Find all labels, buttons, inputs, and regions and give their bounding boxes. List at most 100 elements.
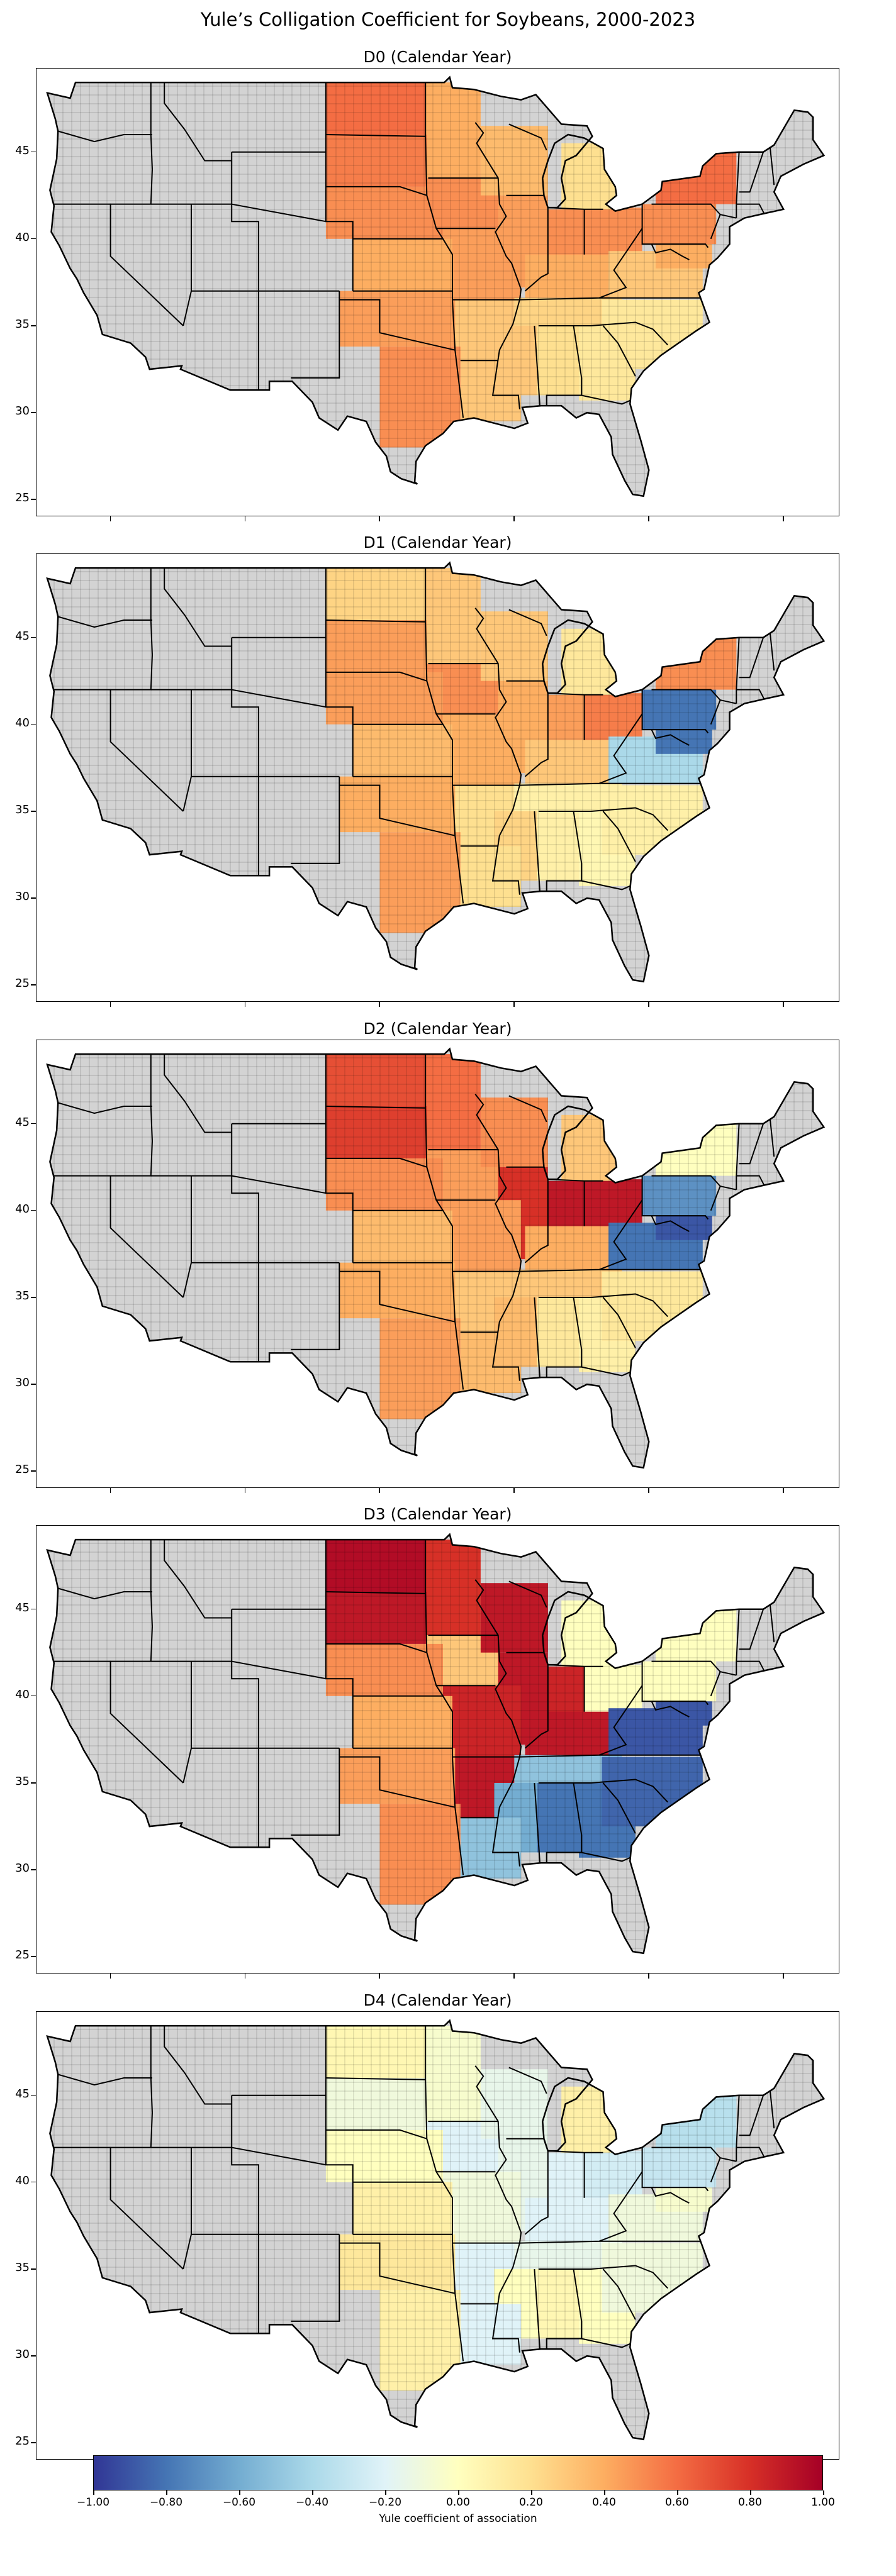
y-tick-mark xyxy=(31,1956,36,1957)
panel-title: D2 (Calendar Year) xyxy=(363,1019,512,1038)
y-tick-label: 30 xyxy=(15,404,30,418)
region-new-york xyxy=(656,2095,737,2148)
region-maryland xyxy=(656,1216,712,1240)
state-boundary xyxy=(508,1580,547,1608)
state-boundary xyxy=(164,2026,232,2105)
y-tick-mark xyxy=(31,325,36,326)
y-tick-mark xyxy=(31,636,36,638)
state-boundary xyxy=(325,1157,427,1168)
x-tick-mark xyxy=(379,1002,380,1007)
state-boundary xyxy=(425,1540,464,1875)
state-boundary xyxy=(602,1297,636,1348)
region-louisiana xyxy=(460,1332,522,1393)
region-michigan xyxy=(561,143,615,209)
region-missouri xyxy=(440,714,521,786)
state-boundary xyxy=(508,123,547,151)
region-wisconsin xyxy=(480,126,548,196)
region-missouri xyxy=(440,1685,521,1757)
region-south-dakota xyxy=(325,135,427,187)
state-boundary xyxy=(425,1054,464,1390)
region-texas xyxy=(379,347,461,448)
y-tick-label: 35 xyxy=(15,2261,30,2274)
colorbar-tick-label: −1.00 xyxy=(76,2496,110,2509)
y-tick-mark xyxy=(31,1695,36,1697)
x-tick-mark xyxy=(244,1488,246,1493)
region-pennsylvania xyxy=(642,689,717,730)
y-tick-mark xyxy=(31,1470,36,1472)
state-boundary xyxy=(739,2095,764,2136)
state-boundary xyxy=(519,1685,643,1758)
y-tick-mark xyxy=(31,412,36,413)
state-boundary xyxy=(602,325,636,377)
y-tick-label: 40 xyxy=(15,1687,30,1701)
y-tick-label: 35 xyxy=(15,318,30,331)
state-boundary xyxy=(710,214,721,240)
choropleth-map xyxy=(46,1533,826,1955)
colorbar-tick-mark xyxy=(458,2490,459,2495)
x-tick-mark xyxy=(513,516,515,521)
state-boundary xyxy=(524,1665,549,1749)
region-nebraska xyxy=(325,672,443,724)
y-tick-label: 45 xyxy=(15,143,30,157)
y-tick-mark xyxy=(31,1869,36,1870)
x-tick-mark xyxy=(783,1002,784,1007)
region-texas xyxy=(379,1318,461,1419)
state-boundary xyxy=(164,1054,232,1133)
colorbar-tick-label: 1.00 xyxy=(811,2496,835,2509)
panel-title: D1 (Calendar Year) xyxy=(363,533,512,552)
colorbar-tick-label: −0.80 xyxy=(149,2496,183,2509)
region-pennsylvania xyxy=(642,1661,717,1702)
region-missouri xyxy=(440,228,521,300)
state-boundary xyxy=(524,1179,549,1263)
region-michigan xyxy=(561,1600,615,1667)
x-tick-mark xyxy=(109,1974,111,1979)
x-tick-mark xyxy=(109,516,111,521)
region-wisconsin xyxy=(480,2069,548,2139)
state-boundary xyxy=(651,243,690,260)
colorbar-tick-label: 0.60 xyxy=(665,2496,689,2509)
state-boundary xyxy=(425,2026,464,2362)
y-tick-mark xyxy=(31,2355,36,2357)
region-alabama xyxy=(537,1783,579,1853)
region-michigan xyxy=(561,1114,615,1181)
state-boundary xyxy=(736,2146,766,2158)
state-boundary xyxy=(736,689,766,701)
x-tick-mark xyxy=(648,1002,649,1007)
state-boundary xyxy=(325,568,354,777)
state-boundary xyxy=(57,616,152,628)
x-tick-mark xyxy=(648,1488,649,1493)
state-boundary xyxy=(519,2171,643,2244)
state-boundary xyxy=(425,568,464,904)
y-tick-label: 30 xyxy=(15,1376,30,1390)
region-south-dakota xyxy=(325,1592,427,1644)
state-boundary xyxy=(291,291,340,379)
colorbar-tick-mark xyxy=(677,2490,678,2495)
country-outline xyxy=(46,1533,826,1955)
state-boundary xyxy=(231,2095,259,2334)
colorbar-tick-mark xyxy=(750,2490,751,2495)
country-outline xyxy=(46,75,826,497)
region-louisiana xyxy=(460,846,522,907)
state-boundary xyxy=(231,637,259,876)
y-tick-mark xyxy=(31,1297,36,1298)
state-boundary xyxy=(641,204,709,248)
region-south-dakota xyxy=(325,2078,427,2130)
x-tick-mark xyxy=(783,1488,784,1493)
state-boundary xyxy=(325,186,427,196)
region-new-york xyxy=(656,1609,737,1662)
state-boundary xyxy=(508,609,547,636)
state-boundary xyxy=(339,299,456,351)
colorbar-label: Yule coefficient of association xyxy=(379,2512,537,2525)
colorbar-tick-mark xyxy=(385,2490,386,2495)
region-new-york xyxy=(656,152,737,204)
y-tick-label: 45 xyxy=(15,2087,30,2101)
y-tick-label: 25 xyxy=(15,977,30,991)
y-tick-label: 25 xyxy=(15,1948,30,1962)
colorbar-tick-mark xyxy=(166,2490,167,2495)
state-boundary xyxy=(736,1175,766,1187)
region-kansas xyxy=(352,1696,452,1748)
state-boundary xyxy=(524,208,549,292)
y-tick-mark xyxy=(31,723,36,725)
region-alabama xyxy=(537,2269,579,2339)
x-tick-mark xyxy=(244,1974,246,1979)
